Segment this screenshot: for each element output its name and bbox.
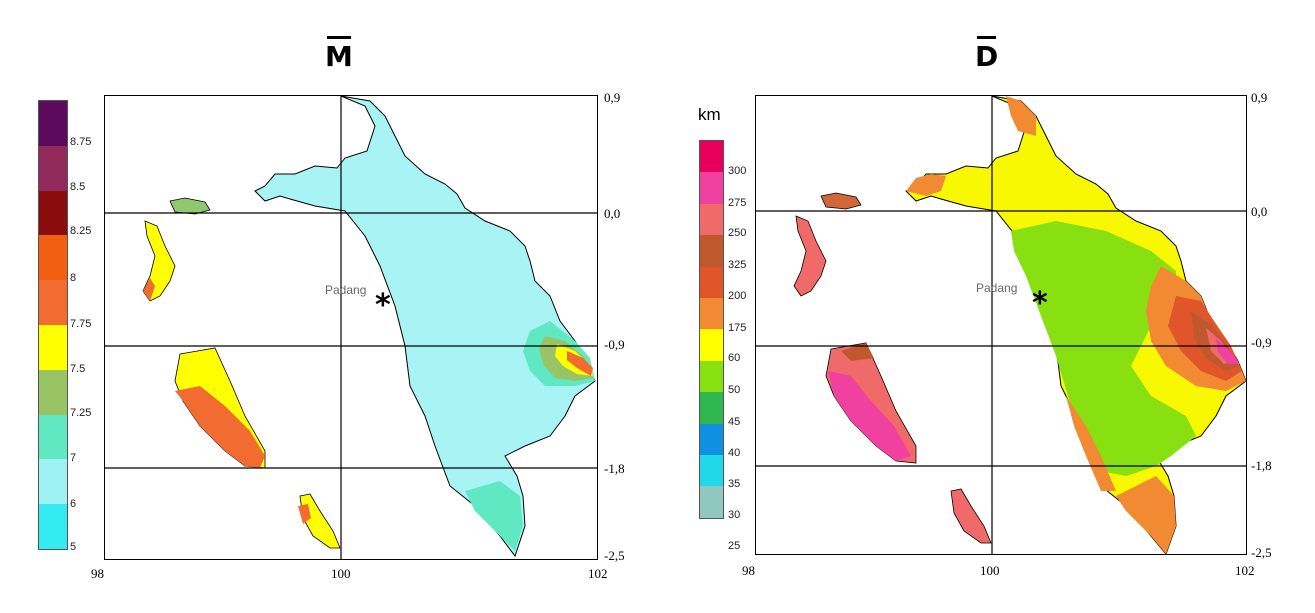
legend-swatch bbox=[700, 203, 723, 236]
legend-swatch bbox=[39, 145, 67, 191]
island-siberut-tip bbox=[143, 278, 155, 301]
legend-label: 6 bbox=[70, 498, 77, 510]
map-svg bbox=[105, 96, 597, 559]
x-tick: 102 bbox=[1235, 563, 1255, 578]
legend-swatch bbox=[700, 298, 723, 330]
legend-label: 7.25 bbox=[70, 407, 92, 419]
island-pagai-tip bbox=[298, 504, 311, 524]
legend-label: 25 bbox=[728, 540, 741, 552]
legend-swatch bbox=[700, 235, 723, 267]
legend-swatch bbox=[700, 392, 723, 424]
legend-label: 7.5 bbox=[70, 363, 86, 375]
y-tick: 0,0 bbox=[604, 206, 621, 221]
island-sipora-contour bbox=[175, 386, 265, 468]
south-contour bbox=[465, 481, 523, 551]
legend-label: 200 bbox=[728, 290, 747, 302]
legend-swatch bbox=[39, 101, 67, 146]
y-tick: 0,9 bbox=[604, 90, 621, 105]
city-label: Padang bbox=[325, 283, 367, 297]
map-title-text: D bbox=[975, 40, 999, 73]
legend-swatch bbox=[39, 190, 67, 236]
x-tick: 100 bbox=[980, 563, 1000, 578]
legend-swatch bbox=[700, 455, 723, 487]
island-siberut bbox=[793, 215, 827, 297]
y-tick: -2,5 bbox=[1251, 545, 1272, 560]
legend-unit: km bbox=[698, 105, 721, 124]
map-svg bbox=[756, 96, 1246, 554]
map-frame: Padang * bbox=[755, 95, 1247, 555]
x-tick: 98 bbox=[742, 563, 755, 578]
legend-label: 60 bbox=[728, 352, 741, 364]
x-tick: 100 bbox=[331, 566, 351, 581]
mainland-region bbox=[254, 96, 596, 558]
legend-swatch bbox=[39, 280, 67, 325]
y-tick: 0,0 bbox=[1251, 204, 1268, 219]
city-marker-icon: * bbox=[1032, 286, 1048, 321]
legend-swatch bbox=[39, 414, 67, 460]
y-tick: -2,5 bbox=[604, 548, 625, 563]
legend-swatch bbox=[700, 486, 723, 518]
legend-label: 8.5 bbox=[70, 181, 86, 193]
map-title: D bbox=[975, 36, 999, 73]
legend-swatch bbox=[700, 423, 723, 455]
legend-swatch bbox=[700, 360, 723, 393]
map-panel-d: D km 300 275 250 325 200 175 60 50 45 40… bbox=[650, 0, 1315, 613]
legend-swatch bbox=[700, 329, 723, 361]
legend-label: 275 bbox=[728, 197, 747, 209]
legend-swatch bbox=[700, 141, 723, 173]
legend-label: 300 bbox=[728, 165, 747, 177]
title-overline bbox=[977, 36, 997, 39]
island-north bbox=[169, 197, 211, 215]
legend-label: 175 bbox=[728, 322, 747, 334]
legend-label: 325 bbox=[728, 259, 747, 271]
island-sipora-contour bbox=[828, 371, 911, 461]
title-overline bbox=[327, 36, 351, 39]
legend-swatch bbox=[700, 266, 723, 298]
contour-south-orange bbox=[1116, 476, 1176, 554]
y-tick: -0,9 bbox=[604, 337, 625, 352]
island-pagai bbox=[299, 493, 341, 549]
y-tick: -0,9 bbox=[1251, 335, 1272, 350]
x-tick: 98 bbox=[91, 566, 104, 581]
island-pagai bbox=[950, 488, 992, 544]
legend-label: 7 bbox=[70, 452, 77, 464]
island-sipora-top bbox=[841, 343, 874, 361]
contour-green bbox=[1011, 221, 1196, 476]
contour-sw-orange bbox=[1066, 396, 1116, 491]
legend-label: 250 bbox=[728, 227, 747, 239]
y-tick: -1,8 bbox=[1251, 458, 1272, 473]
island-north bbox=[820, 192, 862, 210]
color-legend bbox=[38, 100, 68, 550]
legend-swatch bbox=[39, 459, 67, 505]
legend-swatch bbox=[39, 369, 67, 415]
anomaly-contour-core bbox=[567, 351, 593, 376]
legend-swatch bbox=[39, 235, 67, 281]
map-panel-m: M 8.75 8.5 8.25 8 7.75 7.5 7.25 7 6 5 bbox=[0, 0, 650, 613]
map-frame: Padang * bbox=[104, 95, 598, 560]
city-label: Padang bbox=[976, 281, 1018, 295]
legend-swatch bbox=[700, 172, 723, 204]
legend-swatch bbox=[39, 504, 67, 549]
contour-n-orange bbox=[1006, 96, 1036, 136]
map-title: M bbox=[325, 36, 353, 73]
map-title-text: M bbox=[325, 40, 353, 73]
contour-magenta bbox=[1216, 338, 1240, 364]
legend-label: 8.25 bbox=[70, 225, 92, 237]
color-legend bbox=[699, 140, 724, 519]
contour-nw-orange bbox=[906, 174, 946, 196]
legend-label: 35 bbox=[728, 478, 741, 490]
legend-label: 8.75 bbox=[70, 136, 92, 148]
legend-label: 45 bbox=[728, 416, 741, 428]
legend-label: 50 bbox=[728, 384, 741, 396]
legend-label: 5 bbox=[70, 541, 77, 553]
legend-label: 40 bbox=[728, 447, 741, 459]
y-tick: -1,8 bbox=[604, 461, 625, 476]
legend-label: 8 bbox=[70, 272, 77, 284]
y-tick: 0,9 bbox=[1251, 90, 1268, 105]
legend-label: 7.75 bbox=[70, 318, 92, 330]
legend-label: 30 bbox=[728, 509, 741, 521]
legend-swatch bbox=[39, 325, 67, 370]
x-tick: 102 bbox=[588, 566, 608, 581]
city-marker-icon: * bbox=[375, 288, 391, 323]
